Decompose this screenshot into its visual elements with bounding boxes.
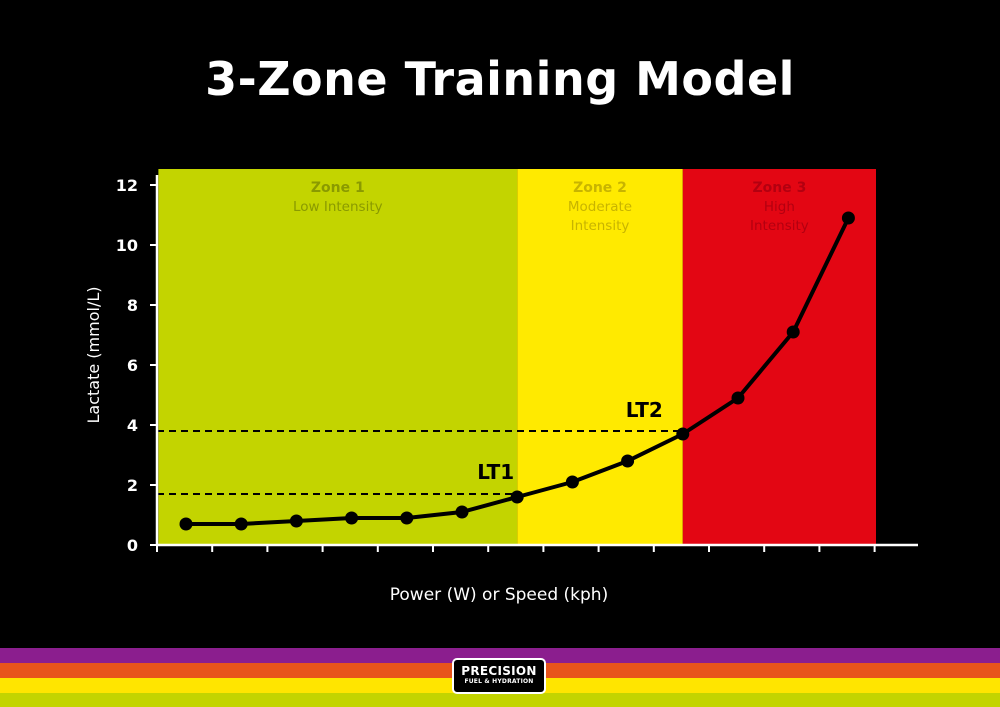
chart-title: 3-Zone Training Model [205, 52, 795, 106]
y-tick-label: 2 [127, 476, 138, 495]
y-axis-label: Lactate (mmol/L) [84, 287, 103, 424]
zone-1-desc: Low Intensity [293, 199, 383, 215]
zone-1-name: Zone 1 [311, 180, 365, 196]
data-point [786, 325, 800, 339]
zone-1-band [158, 169, 518, 545]
y-tick-label: 8 [127, 296, 138, 315]
data-point [234, 517, 248, 531]
data-point [731, 391, 745, 405]
zone-2-band [517, 169, 683, 545]
data-point [345, 511, 359, 525]
data-point [565, 475, 579, 489]
stripe-green [0, 693, 1000, 707]
y-tick-label: 12 [116, 176, 138, 195]
data-point [289, 514, 303, 528]
zone-2-desc: Intensity [571, 218, 630, 234]
x-axis-label: Power (W) or Speed (kph) [390, 585, 608, 605]
zone-3-name: Zone 3 [752, 180, 806, 196]
data-point [510, 490, 524, 504]
y-tick-label: 0 [127, 536, 138, 555]
y-tick-label: 4 [127, 416, 138, 435]
y-tick-label: 10 [116, 236, 138, 255]
zone-3-desc: High [764, 199, 795, 215]
logo-brand: PRECISION [461, 664, 537, 678]
stripe-purple [0, 648, 1000, 663]
zone-2-desc: Moderate [568, 199, 632, 215]
data-point [841, 211, 855, 225]
lt1-label: LT1 [477, 460, 514, 484]
precision-logo: PRECISION FUEL & HYDRATION [452, 658, 546, 694]
data-point [676, 427, 690, 441]
data-point [621, 454, 635, 468]
data-point [455, 505, 469, 519]
data-point [400, 511, 414, 525]
lt2-label: LT2 [626, 398, 663, 422]
logo-tagline: FUEL & HYDRATION [464, 678, 534, 685]
y-tick-label: 6 [127, 356, 138, 375]
zone-3-desc: Intensity [750, 218, 809, 234]
zone-2-name: Zone 2 [573, 180, 627, 196]
data-point [179, 517, 193, 531]
